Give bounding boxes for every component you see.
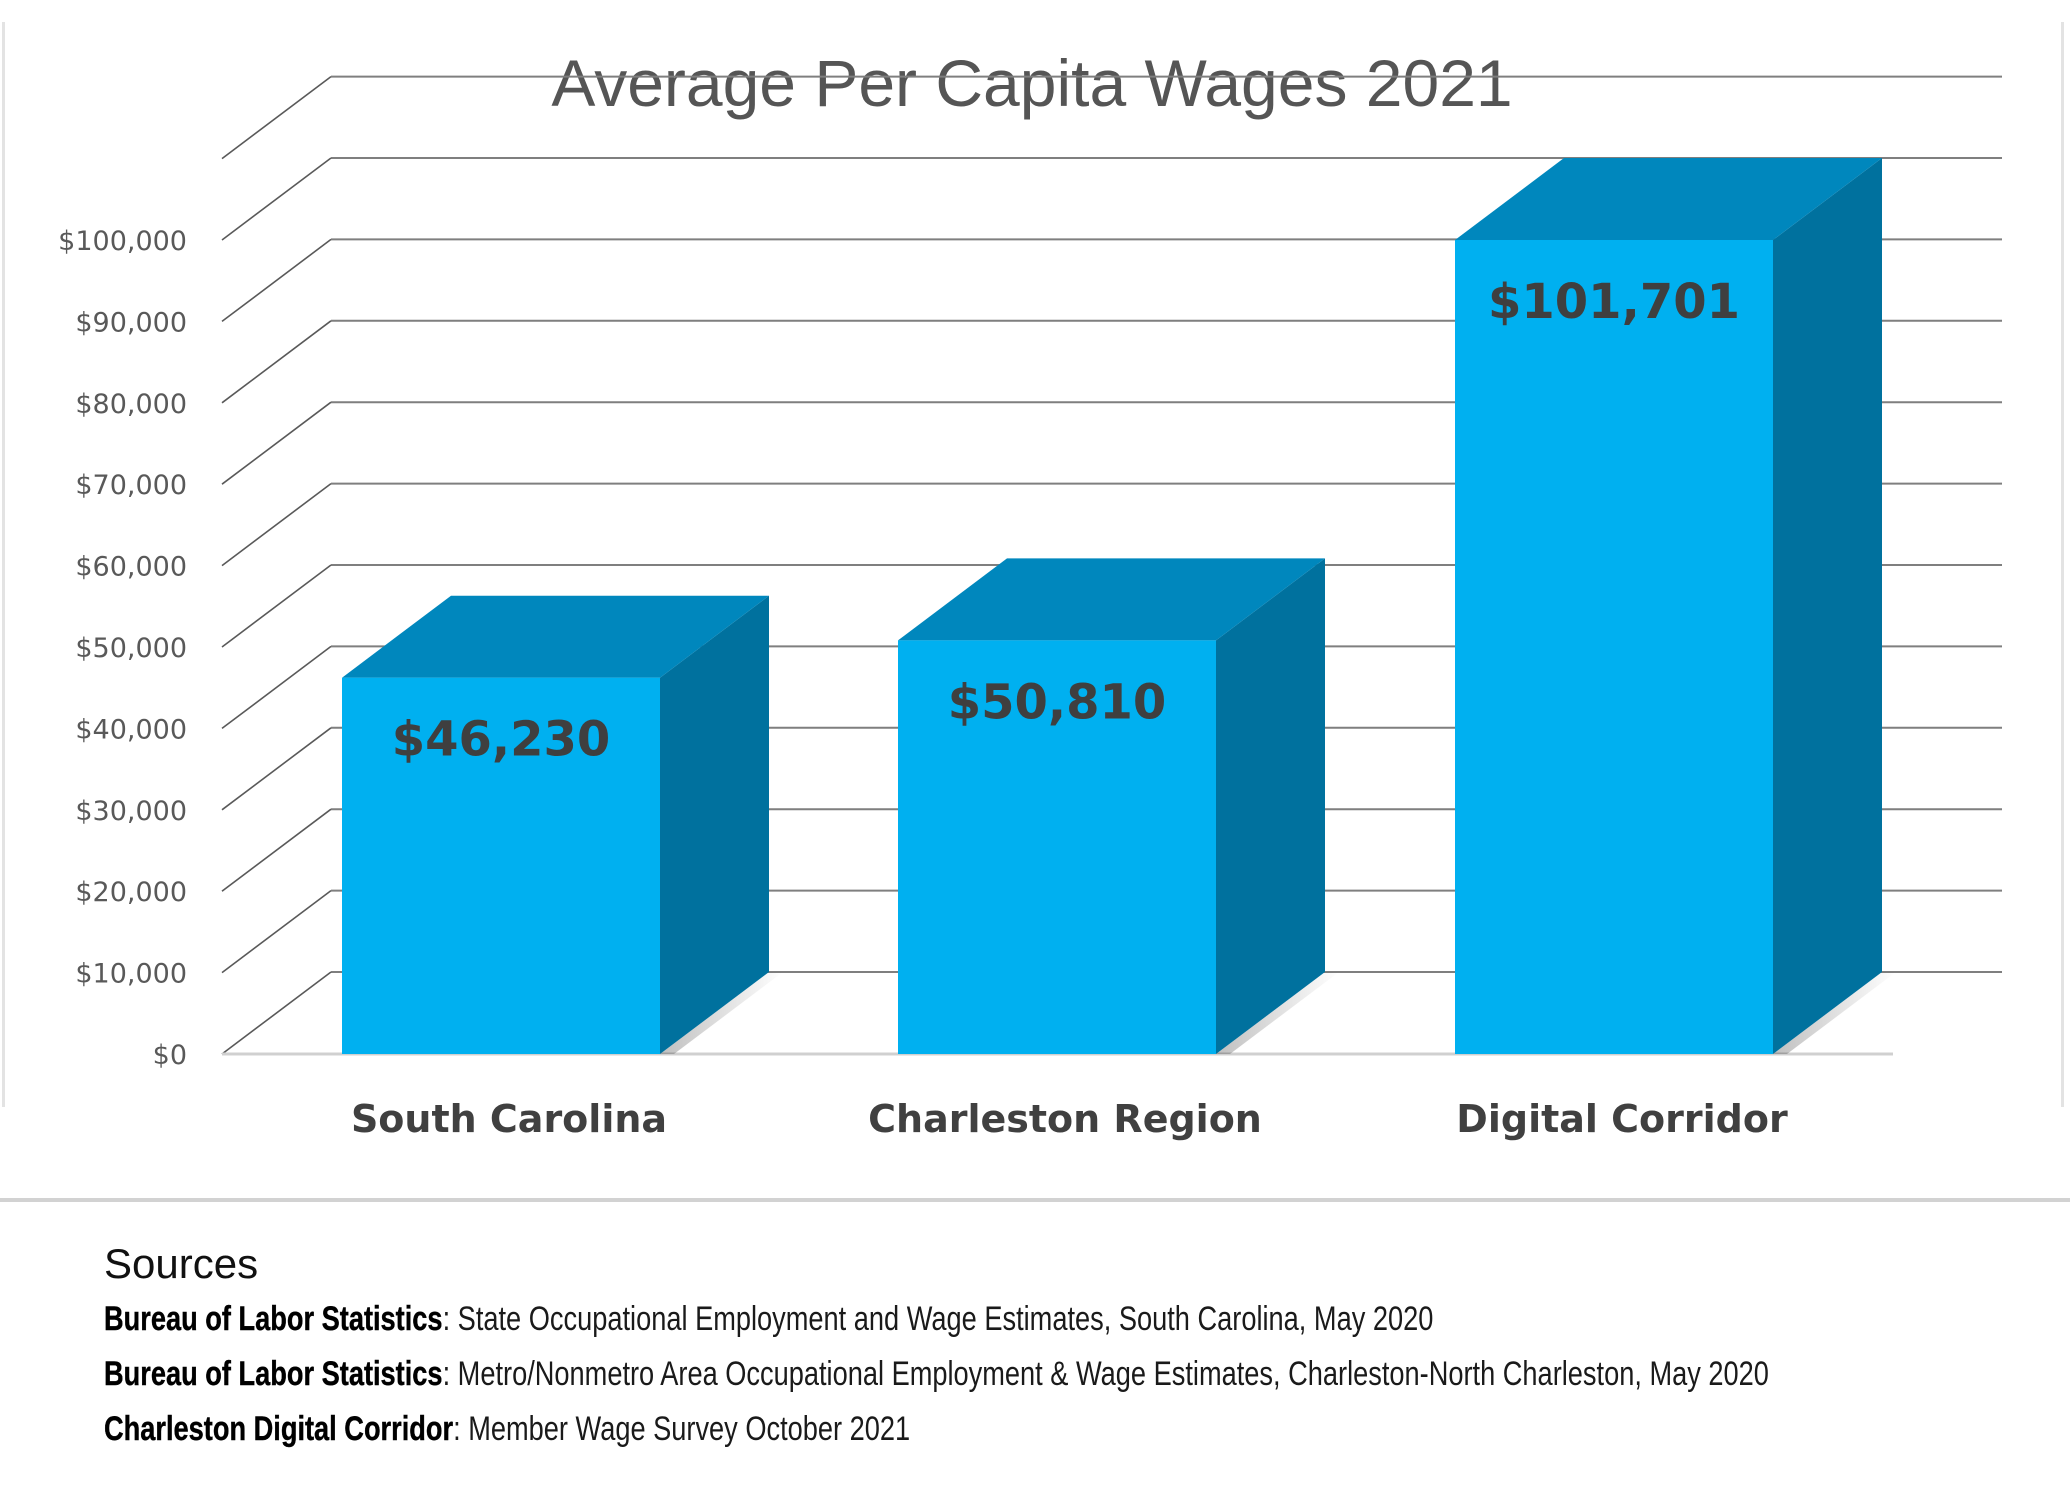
bar-1: $46,230	[342, 595, 783, 1054]
sources-title: Sources	[104, 1240, 259, 1287]
gridline-diagonal	[221, 482, 332, 567]
gridline-diagonal	[221, 727, 332, 811]
chart-frame	[2, 22, 2064, 1107]
bars: $46,230 $50,810 $101,701	[342, 158, 1896, 1054]
y-tick-label: $30,000	[75, 796, 187, 827]
data-label: $50,810	[948, 674, 1167, 730]
gridline-diagonal	[221, 889, 332, 974]
gridline-diagonal	[221, 401, 332, 485]
bar-side	[1216, 558, 1325, 1054]
source-item: Bureau of Labor Statistics: Metro/Nonmet…	[104, 1347, 1769, 1402]
source-description: : Member Wage Survey October 2021	[453, 1410, 911, 1448]
bar-shadow	[1773, 972, 1896, 1054]
y-axis-ticks: $0 $10,000 $20,000 $30,000 $40,000 $50,000 $60…	[58, 226, 187, 1071]
bar-3: $101,701	[1455, 158, 1896, 1054]
source-name: Bureau of Labor Statistics	[104, 1355, 443, 1393]
gridline-diagonal	[221, 157, 332, 241]
x-category-label: South Carolina	[351, 1097, 667, 1141]
source-name: Charleston Digital Corridor	[104, 1410, 454, 1448]
y-tick-label: $100,000	[58, 226, 187, 257]
y-tick-label: $60,000	[75, 552, 187, 583]
gridline-diagonal	[221, 320, 332, 404]
y-tick-label: $0	[153, 1040, 187, 1071]
source-item: Bureau of Labor Statistics: State Occupa…	[104, 1292, 1664, 1347]
y-tick-label: $20,000	[75, 877, 187, 908]
data-label: $101,701	[1488, 274, 1740, 330]
y-tick-label: $50,000	[75, 633, 187, 664]
source-item: Charleston Digital Corridor: Member Wage…	[104, 1402, 1664, 1457]
chart: Average Per Capita Wages 2021 $0$10,000$…	[58, 46, 2002, 1141]
y-tick-label: $70,000	[75, 470, 187, 501]
separator	[0, 1198, 2070, 1202]
bar-top	[1455, 158, 1882, 240]
data-label: $46,230	[392, 712, 611, 768]
chart-title: Average Per Capita Wages 2021	[551, 46, 1512, 120]
gridline-diagonal	[221, 645, 332, 730]
x-category-label: Digital Corridor	[1456, 1097, 1788, 1141]
source-description: : Metro/Nonmetro Area Occupational Emplo…	[442, 1355, 1769, 1393]
y-tick-label: $90,000	[75, 307, 187, 338]
bar-2: $50,810	[898, 558, 1339, 1054]
gridline-diagonal	[221, 75, 332, 160]
bar-front	[1455, 240, 1773, 1054]
bar-shadow	[660, 972, 783, 1054]
gridline-diagonal	[221, 564, 332, 648]
gridline-diagonal	[221, 808, 332, 892]
source-description: : State Occupational Employment and Wage…	[442, 1300, 1434, 1338]
source-name: Bureau of Labor Statistics	[104, 1300, 443, 1338]
y-tick-label: $40,000	[75, 714, 187, 745]
bar-front	[342, 677, 660, 1054]
x-category-label: Charleston Region	[868, 1097, 1262, 1141]
bar-side	[1773, 158, 1882, 1054]
gridline-diagonal	[221, 971, 332, 1055]
bar-shadow	[1216, 972, 1339, 1054]
sources-section: Sources Bureau of Labor Statistics: Stat…	[104, 1236, 2054, 1457]
gridline-diagonal	[221, 238, 332, 323]
bar-top	[342, 595, 769, 678]
bar-front	[898, 640, 1216, 1054]
y-tick-label: $10,000	[75, 959, 187, 990]
y-tick-label: $80,000	[75, 389, 187, 420]
bar-top	[898, 558, 1325, 641]
bar-side	[660, 595, 769, 1054]
x-axis-categories: South Carolina Charleston Region Digital C…	[351, 1097, 1788, 1141]
